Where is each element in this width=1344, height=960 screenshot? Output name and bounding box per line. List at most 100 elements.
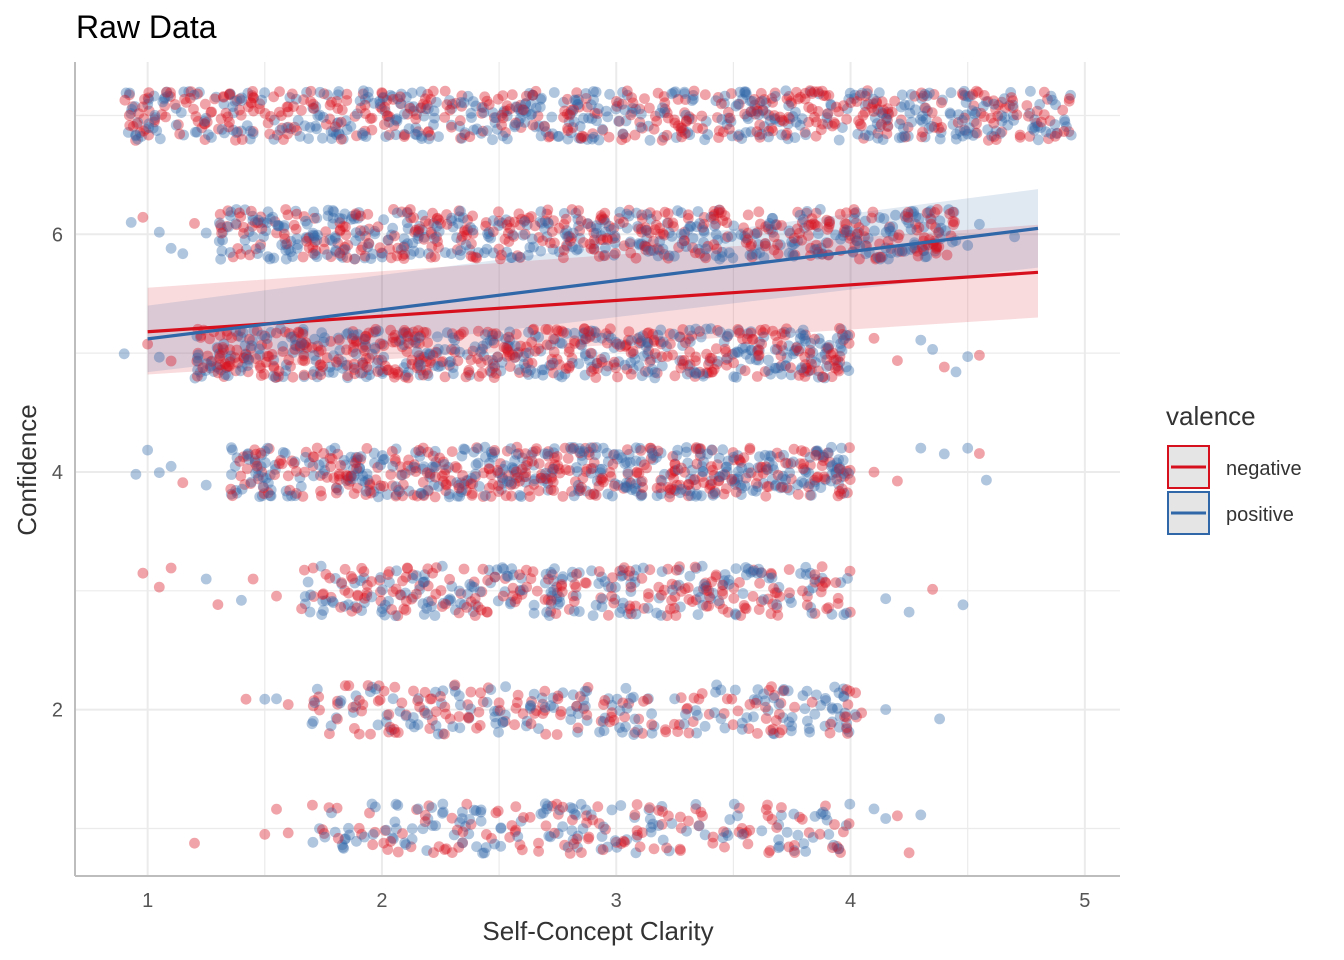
point-positive [273, 220, 285, 232]
point-negative [313, 346, 325, 358]
point-positive [225, 350, 237, 362]
point-positive [226, 442, 237, 453]
point-negative [224, 88, 236, 99]
point-positive [1028, 124, 1040, 136]
point-positive [468, 446, 480, 458]
point-positive [265, 213, 276, 225]
point-positive [236, 594, 247, 606]
point-positive [199, 115, 211, 127]
point-negative [661, 129, 673, 141]
point-positive [543, 218, 554, 230]
point-negative [503, 331, 515, 343]
point-negative [204, 333, 216, 345]
point-negative [837, 334, 849, 346]
point-negative [343, 479, 355, 490]
point-positive [236, 95, 247, 106]
point-positive [844, 798, 856, 810]
point-negative [253, 473, 264, 485]
point-negative [990, 134, 1002, 146]
point-positive [742, 467, 754, 479]
point-positive [602, 111, 614, 123]
point-negative [645, 245, 657, 256]
point-negative [823, 221, 835, 233]
point-positive [125, 217, 137, 228]
point-negative [899, 211, 911, 222]
point-positive [1024, 107, 1036, 119]
point-positive [806, 607, 818, 619]
point-negative [403, 454, 414, 466]
point-negative [543, 446, 554, 457]
point-negative [394, 91, 406, 103]
point-positive [812, 228, 824, 239]
point-negative [406, 358, 418, 370]
point-positive [520, 98, 532, 109]
point-negative [833, 463, 845, 475]
point-positive [690, 705, 702, 716]
point-positive [256, 94, 268, 106]
point-negative [531, 585, 543, 597]
point-negative [284, 328, 295, 339]
point-positive [953, 109, 964, 121]
point-positive [600, 226, 611, 238]
point-negative [944, 208, 956, 220]
point-positive [367, 248, 379, 260]
point-positive [1008, 110, 1019, 121]
point-positive [226, 469, 237, 480]
point-positive [667, 584, 678, 596]
point-positive [322, 204, 334, 216]
point-negative [273, 365, 285, 377]
point-positive [898, 130, 910, 142]
point-negative [513, 208, 525, 220]
point-positive [162, 90, 174, 102]
point-positive [1049, 119, 1061, 130]
point-negative [581, 101, 593, 113]
point-positive [882, 107, 894, 118]
point-positive [290, 205, 302, 217]
point-positive [225, 210, 236, 222]
point-positive [629, 483, 641, 494]
point-negative [364, 479, 376, 491]
point-positive [872, 252, 884, 263]
point-positive [674, 331, 685, 343]
point-positive [919, 131, 931, 143]
point-negative [408, 326, 419, 338]
point-positive [486, 367, 498, 378]
point-negative [702, 240, 714, 252]
point-negative [165, 355, 177, 367]
point-negative [432, 212, 443, 224]
point-positive [582, 218, 593, 230]
point-negative [696, 110, 708, 122]
point-positive [311, 212, 323, 224]
point-negative [1031, 105, 1043, 117]
point-positive [709, 220, 720, 232]
point-negative [418, 351, 430, 363]
point-positive [819, 348, 831, 360]
point-negative [859, 231, 870, 243]
point-positive [412, 233, 424, 244]
point-negative [352, 452, 364, 463]
point-positive [716, 251, 728, 263]
point-positive [222, 370, 234, 382]
point-negative [298, 339, 310, 351]
point-positive [950, 366, 962, 378]
point-positive [651, 490, 663, 502]
point-negative [988, 117, 1000, 129]
point-positive [1008, 114, 1020, 126]
point-negative [772, 238, 783, 250]
point-negative [978, 111, 990, 123]
point-negative [217, 342, 229, 353]
point-positive [916, 93, 927, 104]
point-positive [518, 471, 530, 483]
point-negative [372, 221, 384, 233]
point-negative [582, 218, 594, 230]
point-negative [776, 802, 787, 813]
point-positive [614, 206, 626, 218]
point-positive [685, 221, 697, 233]
point-positive [944, 107, 956, 119]
point-negative [918, 245, 930, 256]
point-positive [842, 330, 853, 342]
point-negative [355, 102, 367, 114]
point-positive [301, 218, 313, 230]
point-positive [308, 470, 319, 482]
point-positive [495, 840, 507, 852]
